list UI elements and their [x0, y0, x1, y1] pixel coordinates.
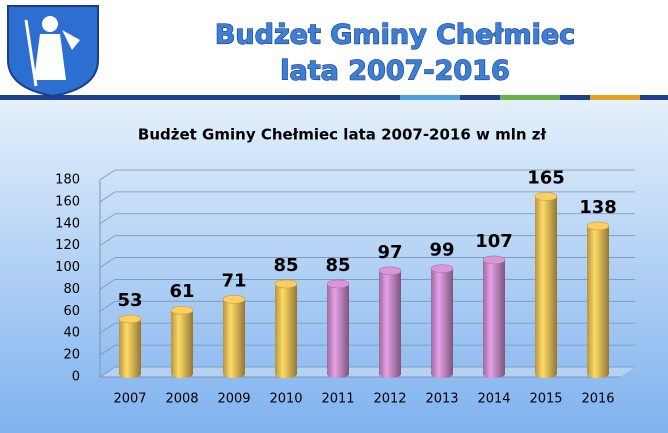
- y-tick-label: 180: [55, 173, 80, 188]
- bar-cap: [222, 294, 246, 304]
- grid-line: [99, 235, 635, 246]
- bar: [379, 266, 401, 378]
- y-tick-label: 60: [63, 304, 80, 319]
- x-tick-label: 2009: [217, 392, 250, 407]
- y-tick-label: 20: [63, 348, 80, 363]
- grid-line: [99, 366, 635, 378]
- data-label: 99: [429, 240, 454, 261]
- bar: [119, 314, 141, 378]
- bar-cap: [118, 314, 142, 324]
- bar-cap: [274, 279, 298, 289]
- bar: [275, 279, 297, 378]
- bar-cap: [170, 305, 194, 315]
- data-label: 138: [579, 197, 617, 218]
- divider-accent: [500, 95, 560, 100]
- header-bg: [0, 0, 668, 96]
- y-tick-label: 120: [55, 238, 80, 253]
- x-tick-label: 2012: [373, 392, 406, 407]
- bar-cap: [586, 221, 610, 231]
- data-label: 71: [221, 270, 246, 291]
- grid-line: [99, 300, 635, 312]
- bar: [587, 221, 609, 378]
- x-tick-label: 2010: [269, 392, 302, 407]
- grid-line: [99, 344, 635, 356]
- grid-line: [99, 257, 635, 268]
- divider: [0, 95, 668, 100]
- y-tick-label: 160: [55, 194, 80, 209]
- y-tick-label: 100: [55, 260, 80, 275]
- bar: [535, 192, 557, 378]
- slide-title: lata 2007-2016: [280, 56, 510, 87]
- bar-cap: [482, 255, 506, 265]
- bar: [171, 306, 194, 378]
- x-tick-label: 2016: [581, 392, 614, 407]
- data-label: 107: [475, 231, 513, 252]
- divider-accent: [590, 95, 640, 100]
- bar-cap: [534, 192, 558, 201]
- y-tick-label: 0: [72, 370, 80, 385]
- data-label: 165: [527, 167, 565, 188]
- data-label: 53: [117, 290, 142, 311]
- x-tick-label: 2015: [529, 392, 562, 407]
- x-tick-label: 2008: [165, 392, 198, 407]
- chart-title: Budżet Gminy Chełmiec lata 2007-2016 w m…: [138, 126, 547, 144]
- data-label: 85: [325, 255, 350, 276]
- grid-line: [99, 213, 635, 225]
- data-label: 85: [273, 255, 298, 276]
- y-tick-label: 140: [55, 216, 80, 231]
- slide-title: Budżet Gminy Chełmiec: [215, 20, 575, 51]
- bar-cap: [430, 264, 454, 273]
- x-tick-label: 2007: [113, 392, 146, 407]
- bar-cap: [326, 279, 350, 289]
- bar: [483, 255, 505, 378]
- bar: [223, 295, 245, 378]
- logo: [7, 5, 99, 98]
- y-tick-label: 40: [63, 326, 80, 341]
- grid-line: [99, 279, 635, 290]
- grid-line: [99, 191, 635, 203]
- bar: [327, 279, 349, 378]
- x-tick-label: 2014: [477, 392, 510, 407]
- divider-accent: [400, 95, 460, 100]
- x-tick-label: 2013: [425, 392, 458, 407]
- bar-cap: [378, 266, 402, 276]
- grid-line: [99, 322, 635, 334]
- grid-line: [99, 169, 635, 181]
- data-label: 97: [377, 242, 402, 263]
- data-label: 61: [169, 281, 194, 302]
- y-tick-label: 80: [63, 282, 80, 297]
- bar: [431, 264, 453, 378]
- x-tick-label: 2011: [321, 392, 354, 407]
